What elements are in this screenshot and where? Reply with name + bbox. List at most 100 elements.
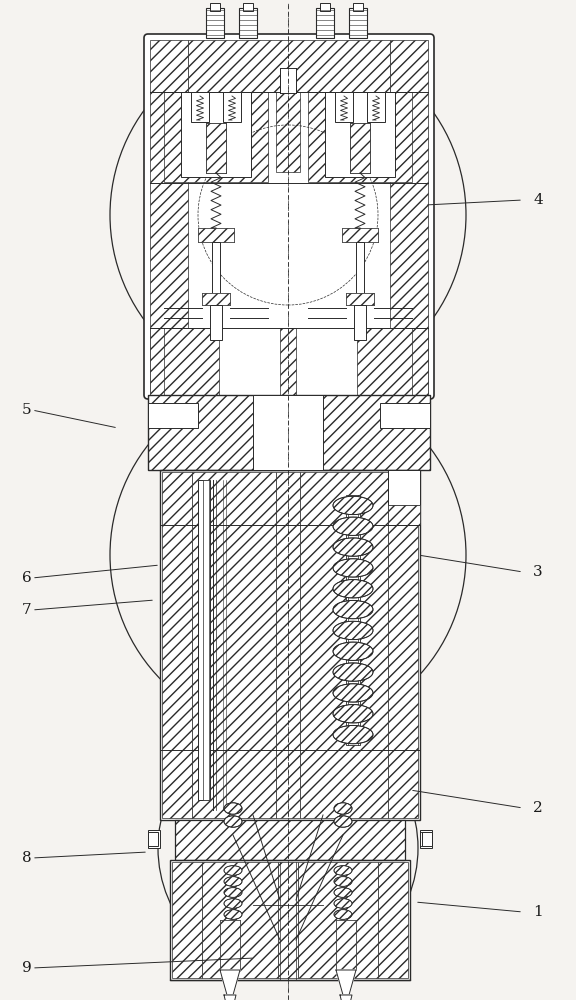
Bar	[148, 403, 198, 428]
FancyBboxPatch shape	[144, 34, 434, 399]
Text: 4: 4	[533, 193, 543, 207]
Bar	[198, 228, 234, 242]
Text: 3: 3	[533, 565, 543, 579]
Bar	[243, 3, 253, 11]
Bar	[378, 862, 408, 978]
Ellipse shape	[333, 559, 373, 577]
Bar	[160, 470, 420, 820]
Ellipse shape	[224, 816, 242, 827]
Bar	[346, 293, 374, 305]
Bar	[278, 862, 298, 978]
Bar	[280, 68, 296, 93]
Bar	[148, 830, 160, 848]
Ellipse shape	[334, 816, 352, 827]
Bar	[390, 40, 428, 393]
Ellipse shape	[333, 663, 373, 681]
Ellipse shape	[333, 684, 373, 702]
Bar	[356, 242, 364, 302]
Text: 5: 5	[22, 403, 32, 417]
Text: 6: 6	[22, 571, 32, 585]
Polygon shape	[220, 970, 240, 995]
Bar	[172, 862, 202, 978]
Bar	[320, 3, 330, 11]
Bar	[202, 293, 230, 305]
Ellipse shape	[333, 600, 373, 619]
Bar	[210, 3, 220, 11]
Ellipse shape	[334, 803, 352, 814]
Bar	[342, 228, 378, 242]
Ellipse shape	[333, 496, 373, 515]
Bar	[175, 820, 405, 860]
Bar	[316, 8, 334, 38]
Bar	[353, 3, 363, 11]
Bar	[346, 293, 374, 305]
Bar	[253, 395, 323, 470]
Bar	[367, 92, 385, 122]
Bar	[206, 8, 224, 38]
Bar	[198, 228, 234, 242]
Bar	[276, 92, 300, 172]
Text: 9: 9	[22, 961, 32, 975]
Bar	[276, 472, 300, 818]
Polygon shape	[224, 995, 236, 1000]
Bar	[150, 328, 188, 428]
Bar	[192, 472, 276, 818]
Bar	[170, 860, 410, 980]
Bar	[206, 123, 226, 173]
Bar	[390, 328, 428, 428]
Bar	[191, 92, 209, 122]
Bar	[388, 470, 420, 505]
Bar	[350, 123, 370, 173]
Bar	[300, 472, 388, 818]
Bar	[388, 472, 418, 818]
Bar	[380, 403, 430, 428]
Bar	[357, 328, 412, 428]
Ellipse shape	[334, 899, 352, 908]
Bar	[210, 305, 222, 340]
Bar	[220, 920, 240, 970]
Bar	[162, 472, 192, 818]
Ellipse shape	[224, 888, 242, 897]
Bar	[164, 92, 268, 182]
Text: 2: 2	[533, 801, 543, 815]
Ellipse shape	[224, 803, 242, 814]
Ellipse shape	[333, 517, 373, 535]
Ellipse shape	[334, 910, 352, 919]
Bar	[354, 305, 366, 340]
Text: 7: 7	[22, 603, 32, 617]
Bar	[148, 832, 158, 846]
Bar	[164, 328, 219, 428]
Ellipse shape	[224, 899, 242, 908]
Ellipse shape	[334, 877, 352, 886]
Ellipse shape	[333, 621, 373, 640]
Polygon shape	[336, 970, 356, 995]
Bar	[206, 123, 226, 173]
Bar	[420, 830, 432, 848]
Bar	[335, 92, 353, 122]
Bar	[202, 293, 230, 305]
Ellipse shape	[333, 538, 373, 556]
Polygon shape	[340, 995, 352, 1000]
Bar	[198, 480, 210, 800]
Bar	[350, 123, 370, 173]
Bar	[280, 328, 296, 428]
Ellipse shape	[224, 866, 242, 875]
Bar	[346, 495, 360, 745]
Bar	[325, 92, 395, 177]
Ellipse shape	[224, 877, 242, 886]
Ellipse shape	[333, 725, 373, 744]
Bar	[148, 395, 430, 470]
Ellipse shape	[333, 642, 373, 660]
Bar	[148, 395, 430, 470]
Bar	[336, 920, 356, 970]
Bar	[212, 242, 220, 302]
Bar	[203, 480, 209, 800]
Bar	[422, 832, 432, 846]
Text: 8: 8	[22, 851, 32, 865]
Bar	[298, 862, 378, 978]
Bar	[220, 920, 240, 970]
Bar	[239, 8, 257, 38]
Ellipse shape	[333, 580, 373, 598]
Ellipse shape	[334, 888, 352, 897]
Bar	[188, 40, 390, 92]
